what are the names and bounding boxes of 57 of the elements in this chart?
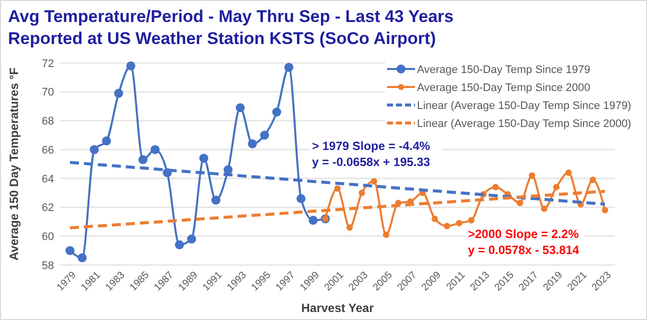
y-tick-label: 72 (42, 58, 54, 70)
point (174, 240, 184, 250)
point (126, 61, 136, 70)
y-tick-label: 60 (42, 230, 54, 243)
point (308, 216, 318, 225)
point (284, 62, 294, 72)
point (528, 172, 536, 179)
point (224, 165, 233, 174)
point (432, 216, 438, 222)
point (444, 222, 450, 230)
point (602, 206, 608, 214)
point (138, 155, 148, 164)
point (187, 234, 196, 244)
point (456, 220, 462, 226)
y-tick-label: 66 (42, 144, 54, 156)
chart-title: Avg Temperature/Period - May Thru Sep - Last 43 Years (8, 7, 454, 26)
y-tick-label: 58 (42, 260, 54, 272)
point (90, 145, 99, 154)
point (590, 176, 596, 184)
legend-label: Average 150-Day Temp Since 1979 (417, 64, 590, 76)
y-tick-label: 64 (42, 173, 54, 186)
point (358, 190, 366, 196)
point (150, 145, 160, 154)
point (516, 200, 524, 206)
point (102, 136, 111, 146)
point (114, 88, 124, 98)
point (296, 194, 306, 204)
point (248, 139, 257, 148)
legend-label: Linear (Average 150-Day Temp Since 2000) (417, 118, 632, 130)
chart-subtitle: Reported at US Weather Station KSTS (SoCo Airport) (8, 29, 436, 48)
point (541, 206, 548, 212)
annotation: > 1979 Slope = -4.4% (312, 139, 430, 153)
point (334, 185, 341, 192)
point (272, 108, 282, 117)
point (346, 224, 353, 231)
point (468, 217, 474, 224)
point (382, 232, 390, 238)
y-tick-label: 62 (42, 202, 54, 214)
point (78, 253, 87, 262)
point (260, 130, 270, 140)
annotation: y = 0.0578x - 53.814 (468, 243, 580, 257)
y-tick-label: 70 (42, 86, 54, 99)
point (492, 184, 499, 190)
annotation: >2000 Slope = 2.2% (468, 227, 580, 241)
point (370, 178, 378, 185)
legend-label: Linear (Average 150-Day Temp Since 1979) (417, 100, 632, 112)
y-tick-label: 68 (42, 116, 54, 128)
annotation: y = -0.0658x + 195.33 (312, 155, 430, 169)
point (565, 169, 572, 176)
point (553, 184, 560, 190)
y-axis-title: Average 150 Day Temperatures °F (7, 68, 21, 260)
point (236, 103, 245, 112)
point (211, 196, 220, 205)
legend-label: Average 150-Day Temp Since 2000 (417, 82, 590, 94)
x-axis-title: Harvest Year (301, 301, 374, 315)
point (66, 246, 74, 256)
point (199, 154, 208, 163)
